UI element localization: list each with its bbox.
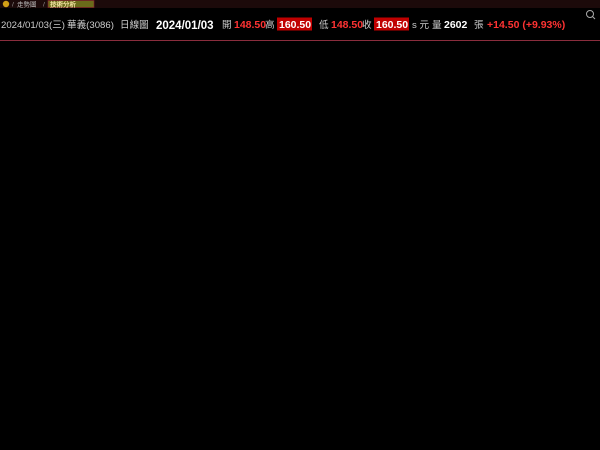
svg-text:開: 開 — [222, 20, 232, 31]
svg-text:低: 低 — [319, 19, 329, 31]
svg-text:2602: 2602 — [444, 19, 468, 31]
svg-text:高: 高 — [265, 19, 275, 31]
svg-text:量: 量 — [432, 20, 442, 31]
svg-text:收: 收 — [362, 19, 372, 31]
svg-text:148.50: 148.50 — [331, 19, 363, 31]
svg-text:160.50: 160.50 — [279, 19, 311, 31]
svg-text:技術分析: 技術分析 — [50, 0, 77, 8]
svg-text:張: 張 — [474, 20, 484, 31]
svg-text:走勢圖: 走勢圖 — [17, 0, 37, 8]
svg-text:2024/01/03: 2024/01/03 — [156, 20, 214, 32]
svg-text:s 元: s 元 — [412, 20, 429, 31]
svg-text:日線圖: 日線圖 — [120, 19, 149, 31]
svg-text:160.50: 160.50 — [376, 19, 408, 31]
svg-text:2024/01/03(三): 2024/01/03(三) — [1, 20, 65, 31]
svg-text:+14.50 (+9.93%): +14.50 (+9.93%) — [487, 19, 565, 31]
svg-text:148.50: 148.50 — [234, 19, 266, 31]
svg-text:華義(3086): 華義(3086) — [67, 19, 114, 31]
